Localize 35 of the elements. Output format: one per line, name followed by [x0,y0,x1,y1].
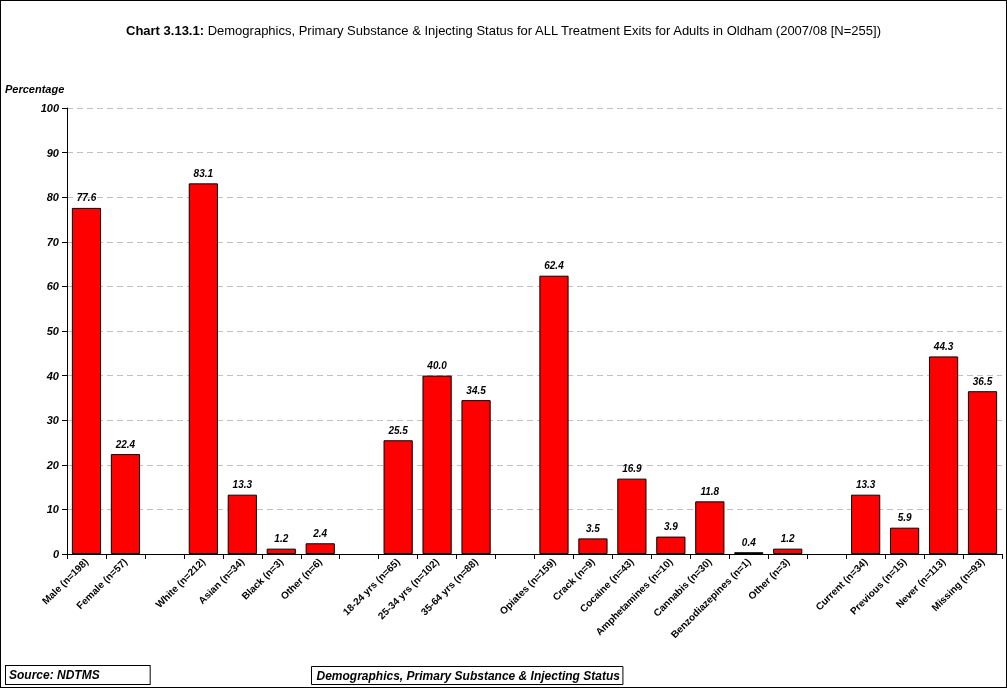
data-label: 40.0 [426,360,448,372]
y-tick-label: 30 [46,414,60,427]
data-label: 34.5 [466,384,487,396]
y-tick-label: 40 [45,369,60,382]
chart-title: Chart 3.13.1: Demographics, Primary Substance & Injecting Status for ALL Treatment Exits for Adults in Oldham (2007/08 [N=255]) [125,22,882,40]
y-tick-label: 0 [52,548,60,560]
data-label: 1.2 [274,533,289,545]
y-tick-label: 80 [46,191,60,204]
y-tick-label: 50 [46,325,60,337]
data-label: 13.3 [232,479,253,491]
data-label: 62.4 [544,260,565,272]
data-label: 16.9 [622,463,643,475]
data-label: 5.9 [897,512,912,524]
data-label: 11.8 [700,485,720,497]
data-label: 0.4 [741,536,757,548]
data-label: 77.6 [76,192,97,204]
data-label: 25.5 [387,424,409,436]
data-label: 13.3 [855,479,876,491]
data-label: 3.5 [585,522,601,534]
y-tick-label: 10 [46,503,60,516]
data-label: 22.4 [114,438,136,450]
x-axis-title: Demographics, Primary Substance & Injecting Status [316,668,621,683]
y-tick-label: 20 [45,458,60,471]
data-label: 83.1 [193,167,214,179]
data-label: 2.4 [312,527,328,539]
y-tick-label: 100 [40,102,60,114]
data-label: 36.5 [972,375,993,387]
source-note: Source: NDTMS [9,668,100,682]
y-axis-title: Percentage [5,82,65,95]
data-label: 3.9 [663,521,679,533]
y-tick-label: 60 [46,280,60,293]
y-tick-label: 90 [46,146,60,159]
y-tick-label: 70 [46,235,60,248]
data-label: 1.2 [780,533,796,545]
data-label: 44.3 [932,340,954,352]
